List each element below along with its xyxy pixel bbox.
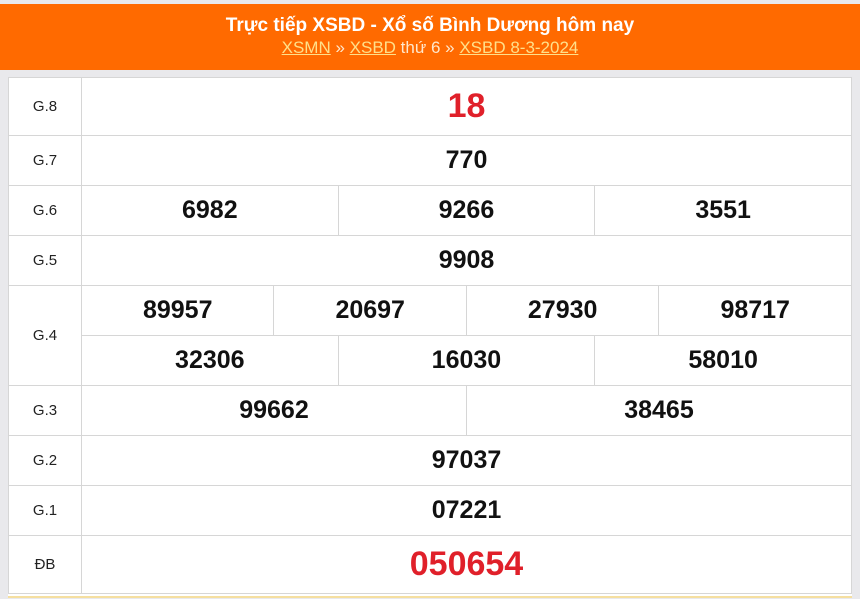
prize-value: 98717 [658, 285, 852, 336]
prize-label: G.7 [8, 135, 82, 186]
breadcrumb-date-link[interactable]: XSBD 8-3-2024 [459, 38, 579, 57]
prize-value: 38465 [465, 385, 853, 436]
breadcrumb-xsmn-link[interactable]: XSMN [281, 38, 331, 57]
prize-value: 3551 [594, 185, 852, 236]
prize-label: G.2 [8, 435, 82, 486]
prize-label: G.5 [8, 235, 82, 286]
prize-value: 89957 [80, 285, 275, 336]
special-prize-value: 050654 [81, 535, 852, 594]
prize-value: 97037 [81, 435, 852, 486]
prize-value: 16030 [337, 335, 596, 386]
prize-row-g4-2: 32306 16030 58010 [9, 335, 852, 386]
results-table-container: G.8 18 G.7 770 G.6 6982 9266 3551 G.5 9908 G.4… [8, 77, 853, 598]
prize-label: G.3 [8, 385, 82, 436]
prize-value: 9266 [337, 185, 596, 236]
prize-value: 9908 [81, 235, 852, 286]
results-header: Trực tiếp XSBD - Xổ số Bình Dương hôm na… [0, 4, 860, 70]
prize-row-g5: G.5 9908 [8, 235, 852, 286]
prize-label: ĐB [8, 535, 82, 594]
prize-label: G.1 [8, 485, 82, 536]
prize-row-g1: G.1 07221 [8, 485, 852, 536]
breadcrumb-weekday: thứ 6 [395, 38, 446, 57]
prize-row-g2: G.2 97037 [8, 435, 852, 486]
prize-row-special: ĐB 050654 [8, 535, 852, 594]
prize-row-g8: G.8 18 [8, 77, 852, 136]
prize-label: G.8 [8, 77, 82, 136]
breadcrumb-separator: » [445, 38, 460, 57]
results-table: G.8 18 G.7 770 G.6 6982 9266 3551 G.5 9908 G.4… [8, 77, 853, 594]
prize-value: 20697 [273, 285, 467, 336]
prize-row-g7: G.7 770 [8, 135, 852, 186]
prize-label: G.4 [8, 285, 82, 386]
prize-value: 18 [81, 77, 852, 136]
prize-value: 32306 [81, 335, 339, 386]
prize-row-g3: G.3 99662 38465 [8, 385, 853, 436]
prize-row-g4: G.4 89957 20697 27930 98717 [8, 285, 852, 386]
prize-row-g6: G.6 6982 9266 3551 [8, 185, 852, 236]
breadcrumb-xsbd-link[interactable]: XSBD [349, 38, 396, 57]
prize-value: 27930 [465, 285, 660, 336]
breadcrumb-separator: » [330, 38, 350, 57]
prize-value: 58010 [594, 335, 852, 386]
prize-value: 99662 [81, 385, 467, 436]
page-title: Trực tiếp XSBD - Xổ số Bình Dương hôm na… [225, 15, 635, 36]
prize-value: 770 [81, 135, 852, 186]
breadcrumb: XSMN » XSBD thứ 6 » XSBD 8-3-2024 [0, 37, 860, 59]
prize-value: 6982 [81, 185, 339, 236]
prize-label: G.6 [8, 185, 82, 236]
prize-value: 07221 [81, 485, 852, 536]
